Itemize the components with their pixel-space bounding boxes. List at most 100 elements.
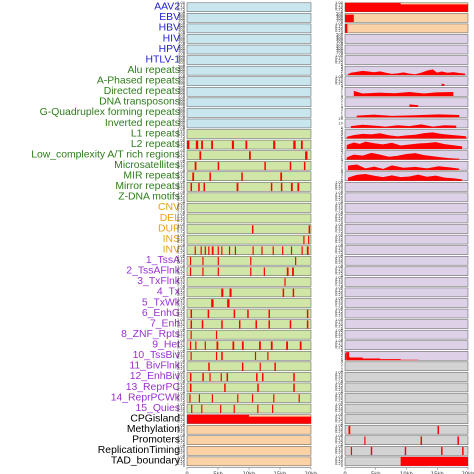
left-event-10-tssbiv	[215, 351, 218, 361]
right-signal-l2-repeats	[346, 141, 463, 150]
right-ytick-replicationtiming: 0.50	[335, 449, 344, 453]
right-ytick-6-enhg: 0.25	[335, 314, 343, 318]
right-panel-cpgisland	[344, 414, 469, 424]
left-ytick-8-znf-rpts: 1.00	[177, 328, 186, 332]
left-event-l2-repeats	[195, 140, 199, 150]
left-ytick-ins: 0.25	[177, 240, 185, 244]
left-event-14-reprpcwk	[251, 394, 254, 403]
left-ytick-cpgisland: 0.75	[177, 415, 185, 419]
left-event-13-reprpc	[257, 383, 259, 392]
right-panel-del	[344, 213, 469, 224]
left-ytick-mirror-repeats: 0.50	[177, 185, 186, 189]
left-ytick-1-tssa: 0.50	[177, 259, 186, 263]
left-panel-inv	[186, 245, 312, 255]
right-ytick-methylation: 1.00	[335, 423, 344, 427]
right-ytick-cpgisland: 0.50	[335, 417, 344, 421]
right-ytick-8-znf-rpts: 0.25	[335, 335, 343, 339]
left-ytick-g-quadruplex-forming-repeats: 100	[178, 114, 186, 118]
right-panel-15-quies	[344, 403, 469, 414]
left-ytick-l1-repeats: 1.00	[177, 128, 186, 132]
left-panel-13-reprpc	[186, 382, 312, 393]
right-ytick-g-quadruplex-forming-repeats: 2	[341, 110, 343, 114]
right-ytick-6-enhg: 0	[341, 316, 344, 320]
right-ytick-15-quies: 0	[341, 411, 344, 415]
left-event-7-enh	[268, 320, 270, 329]
left-event-12-enhbiv	[220, 373, 222, 382]
right-panel-ins	[344, 234, 469, 245]
left-event-dup	[251, 225, 254, 234]
right-ytick-ebv: 500	[336, 12, 344, 16]
left-ytick-g-quadruplex-forming-repeats: 500	[178, 107, 186, 111]
right-ytick-l1-repeats: 0	[341, 137, 344, 141]
right-ytick-ins: 0.25	[335, 240, 343, 244]
left-event-9-het	[299, 341, 302, 350]
left-event-9-het	[232, 341, 235, 350]
left-ytick-l2-repeats: 0.75	[177, 141, 185, 145]
left-ytick-4-tx: 1.00	[177, 286, 186, 290]
left-ytick-10-tssbiv: 0.75	[177, 352, 185, 356]
right-ytick-tad-boundary: 0.75	[335, 457, 343, 461]
left-ytick-mirror-repeats: 0	[183, 189, 186, 193]
track-label-hbv: HBV	[159, 23, 180, 34]
left-event-inv	[301, 246, 303, 255]
right-ytick-15-quies: 1.00	[335, 402, 344, 406]
left-event-low-complexity-a-t-rich-regions	[199, 151, 202, 160]
right-ytick-del: 0.50	[335, 217, 344, 221]
left-ytick-z-dna-motifs: 0.50	[177, 196, 186, 200]
right-ytick-microsatellites: 0	[341, 168, 344, 172]
right-ytick-hpv: 100	[336, 50, 344, 54]
left-event-10-tssbiv	[190, 351, 192, 361]
left-event-15-quies	[220, 404, 222, 414]
left-ytick-mir-repeats: 0	[183, 179, 186, 183]
right-ytick-10-tssbiv: 0	[341, 358, 344, 362]
left-ytick-inverted-repeats: 200	[178, 123, 186, 127]
right-ytick-12-enhbiv: 0.75	[335, 373, 343, 377]
left-event-15-quies	[272, 404, 274, 414]
left-event-12-enhbiv	[256, 373, 258, 382]
right-ytick-methylation: 0	[341, 432, 344, 436]
left-ytick-z-dna-motifs: 1.00	[177, 191, 186, 195]
left-ytick-a-phased-repeats: 100	[178, 82, 186, 86]
left-event-15-quies	[191, 404, 193, 414]
left-ytick-hiv: 300	[178, 36, 186, 40]
right-ytick-10-tssbiv: 3	[341, 352, 343, 356]
left-ytick-14-reprpcwk: 0.50	[177, 396, 186, 400]
right-ytick-aav2: 0	[341, 10, 344, 14]
left-ytick-mir-repeats: 0.25	[177, 177, 185, 181]
right-ytick-inv: 0.75	[335, 246, 343, 250]
left-panel-ebv	[186, 13, 312, 23]
right-ytick-dup: 0.50	[335, 227, 344, 231]
left-ytick-8-znf-rpts: 0	[183, 337, 186, 341]
left-event-microsatellites	[303, 161, 306, 171]
left-ytick-tad-boundary: 1.00	[177, 455, 186, 459]
left-ytick-12-enhbiv: 1.00	[177, 371, 186, 375]
right-ytick-low-complexity-a-t-rich-regions: 2	[341, 153, 343, 157]
right-ytick-inverted-repeats: 0	[341, 126, 344, 130]
right-x-tick-label: 10kb	[400, 472, 414, 474]
right-ytick-htlv-1: 1.00	[335, 54, 344, 58]
left-ytick-10-tssbiv: 0	[183, 358, 186, 362]
right-ytick-inverted-repeats: 20	[338, 117, 343, 121]
left-panel-cnv	[186, 203, 312, 213]
left-ytick-dna-transposons: 300	[178, 100, 186, 104]
left-event-inv	[204, 246, 206, 255]
left-event-3-txflnk	[284, 278, 286, 287]
left-event-inv	[200, 246, 202, 255]
left-ytick-methylation: 0.75	[177, 426, 185, 430]
left-panel-14-reprpcwk	[186, 393, 312, 403]
right-ytick-cnv: 0	[341, 211, 344, 215]
left-event-1-tssa	[250, 256, 252, 266]
right-ytick-replicationtiming: 0.75	[335, 447, 343, 451]
right-ytick-alu-repeats: 5	[341, 64, 343, 68]
right-ytick-5-txwk: 0.75	[335, 299, 343, 303]
right-ytick-13-reprpc: 0.75	[335, 383, 343, 387]
left-ytick-promoters: 1.00	[177, 434, 186, 438]
left-event-dup	[308, 225, 311, 234]
left-event-mirror-repeats	[297, 183, 300, 192]
right-ytick-l2-repeats: 3	[341, 141, 343, 145]
track-label-a-phased-repeats: A-Phased repeats	[97, 76, 180, 87]
left-panel-del	[186, 213, 312, 224]
left-ytick-cnv: 1.00	[177, 202, 186, 206]
left-ytick-inv: 1.00	[177, 244, 186, 248]
right-event-methylation	[437, 425, 440, 435]
